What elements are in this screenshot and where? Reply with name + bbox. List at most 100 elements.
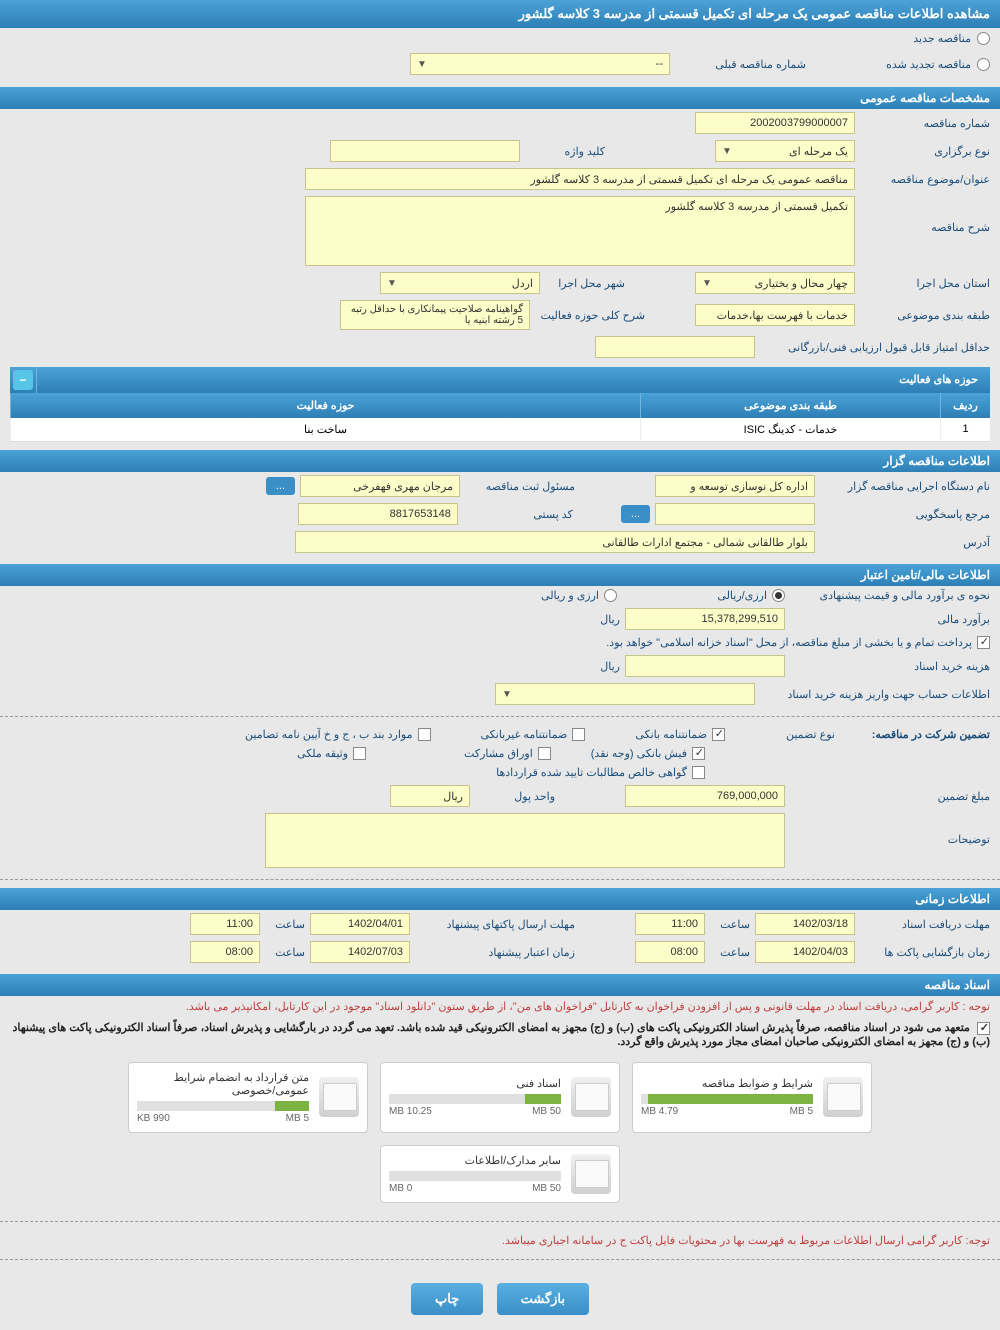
doc-item[interactable]: اسناد فنی 50 MB10.25 MB <box>380 1062 620 1133</box>
chevron-down-icon: ▼ <box>417 59 427 70</box>
account-label: اطلاعات حساب جهت واریز هزینه خرید اسناد <box>760 688 990 701</box>
note-3: توجه: کاربر گرامی ارسال اطلاعات مربوط به… <box>0 1230 1000 1251</box>
back-button[interactable]: بازگشت <box>497 1283 589 1315</box>
doc-cost-field[interactable] <box>625 655 785 677</box>
doc-size: 50 MB10.25 MB <box>389 1106 561 1117</box>
guarantee-amount-label: مبلغ تضمین <box>790 790 990 803</box>
address-label: آدرس <box>820 536 990 549</box>
province-dropdown[interactable]: چهار محال و بختیاری ▼ <box>695 272 855 294</box>
doc-title: اسناد فنی <box>389 1077 561 1090</box>
checkbox-opt1[interactable] <box>712 728 725 741</box>
print-button[interactable]: چاپ <box>411 1283 483 1315</box>
doc-item[interactable]: سایر مدارک/اطلاعات 50 MB0 MB <box>380 1145 620 1203</box>
progress-bar <box>389 1094 561 1104</box>
category-field: خدمات با فهرست بها،خدمات <box>695 304 855 326</box>
desc-label: شرح مناقصه <box>860 196 990 234</box>
category-label: طبقه بندی موضوعی <box>860 309 990 322</box>
open-time: 08:00 <box>635 941 705 963</box>
checkbox-commitment[interactable] <box>977 1022 990 1035</box>
ref-more-button[interactable]: ... <box>621 505 650 523</box>
chevron-down-icon: ▼ <box>702 278 712 289</box>
keyword-field[interactable] <box>330 140 520 162</box>
packet-deadline-date: 1402/04/01 <box>310 913 410 935</box>
holding-type-label: نوع برگزاری <box>860 145 990 158</box>
radio-new-tender[interactable] <box>977 32 990 45</box>
prev-number-dropdown[interactable]: -- ▼ <box>410 53 670 75</box>
tender-number-label: شماره مناقصه <box>860 117 990 130</box>
validity-date: 1402/07/03 <box>310 941 410 963</box>
note-2: متعهد می شود در اسناد مناقصه، صرفاً پذیر… <box>0 1017 1000 1052</box>
folder-icon <box>823 1077 863 1117</box>
city-dropdown[interactable]: اردل ▼ <box>380 272 540 294</box>
th-category: طبقه بندی موضوعی <box>640 393 940 418</box>
table-row: 1 خدمات - کدینگ ISIC ساخت بنا <box>10 418 990 442</box>
page-title: مشاهده اطلاعات مناقصه عمومی یک مرحله ای … <box>0 0 1000 28</box>
notes-field[interactable] <box>265 813 785 868</box>
activity-desc-label: شرح کلی حوزه فعالیت <box>535 309 645 322</box>
postal-label: کد پستی <box>463 508 573 521</box>
activity-desc-field: گواهینامه صلاحیت پیمانکاری با حداقل رتبه… <box>340 300 530 330</box>
checkbox-opt2[interactable] <box>572 728 585 741</box>
checkbox-opt4[interactable] <box>692 747 705 760</box>
estimate-label: برآورد مالی <box>790 613 990 626</box>
checkbox-payment-note[interactable] <box>977 636 990 649</box>
more-button[interactable]: ... <box>266 477 295 495</box>
doc-size: 5 MB4.79 MB <box>641 1106 813 1117</box>
min-score-label: حداقل امتیاز قابل قبول ارزیابی فنی/بازرگ… <box>760 341 990 354</box>
validity-label: زمان اعتبار پیشنهاد <box>415 946 575 959</box>
checkbox-opt7[interactable] <box>692 766 705 779</box>
note-1: توجه : کاربر گرامی، دریافت اسناد در مهلت… <box>0 996 1000 1017</box>
collapse-icon[interactable]: − <box>13 370 33 390</box>
chevron-down-icon: ▼ <box>722 146 732 157</box>
section-general: مشخصات مناقصه عمومی <box>0 87 1000 109</box>
checkbox-opt6[interactable] <box>353 747 366 760</box>
address-field: بلوار طالقانی شمالی - مجتمع ادارات طالقا… <box>295 531 815 553</box>
progress-bar <box>641 1094 813 1104</box>
guarantee-amount-field: 769,000,000 <box>625 785 785 807</box>
responsible-field: مرجان مهری فهفرخی <box>300 475 460 497</box>
section-organizer: اطلاعات مناقصه گزار <box>0 450 1000 472</box>
doc-deadline-label: مهلت دریافت اسناد <box>860 918 990 931</box>
holding-type-dropdown[interactable]: یک مرحله ای ▼ <box>715 140 855 162</box>
account-dropdown[interactable]: ▼ <box>495 683 755 705</box>
open-label: زمان بازگشایی پاکت ها <box>860 946 990 959</box>
payment-note: پرداخت تمام و یا بخشی از مبلغ مناقصه، از… <box>606 636 972 649</box>
min-score-field[interactable] <box>595 336 755 358</box>
folder-icon <box>571 1077 611 1117</box>
packet-deadline-time: 11:00 <box>190 913 260 935</box>
doc-cost-label: هزینه خرید اسناد <box>790 660 990 673</box>
currency-unit-field: ریال <box>390 785 470 807</box>
checkbox-opt3[interactable] <box>418 728 431 741</box>
radio-fx-rial[interactable] <box>772 589 785 602</box>
section-financial: اطلاعات مالی/تامین اعتبار <box>0 564 1000 586</box>
doc-size: 5 MB990 KB <box>137 1113 309 1124</box>
ref-label: مرجع پاسخگویی <box>820 508 990 521</box>
folder-icon <box>319 1077 359 1117</box>
chevron-down-icon: ▼ <box>387 278 397 289</box>
responsible-label: مسئول ثبت مناقصه <box>465 480 575 493</box>
guarantee-title: تضمین شرکت در مناقصه: <box>840 728 990 741</box>
org-field: اداره کل نوسازی توسعه و <box>655 475 815 497</box>
open-date: 1402/04/03 <box>755 941 855 963</box>
checkbox-opt5[interactable] <box>538 747 551 760</box>
doc-title: سایر مدارک/اطلاعات <box>389 1154 561 1167</box>
radio-fx-and-rial[interactable] <box>604 589 617 602</box>
keyword-label: کلید واژه <box>525 145 605 158</box>
doc-item[interactable]: شرایط و ضوابط مناقصه 5 MB4.79 MB <box>632 1062 872 1133</box>
radio-renewed-tender[interactable] <box>977 58 990 71</box>
desc-field: تکمیل قسمتی از مدرسه 3 کلاسه گلشور <box>305 196 855 266</box>
section-docs: اسناد مناقصه <box>0 974 1000 996</box>
city-label: شهر محل اجرا <box>545 277 625 290</box>
estimate-field: 15,378,299,510 <box>625 608 785 630</box>
activity-table-header: حوزه های فعالیت − <box>10 367 990 393</box>
chevron-down-icon: ▼ <box>502 689 512 700</box>
doc-title: متن قرارداد به انضمام شرایط عمومی/خصوصی <box>137 1071 309 1097</box>
notes-label: توضیحات <box>790 813 990 846</box>
packet-deadline-label: مهلت ارسال پاکتهای پیشنهاد <box>415 918 575 931</box>
method-label: نحوه ی برآورد مالی و قیمت پیشنهادی <box>790 589 990 602</box>
subject-label: عنوان/موضوع مناقصه <box>860 173 990 186</box>
postal-field: 8817653148 <box>298 503 458 525</box>
ref-field[interactable] <box>655 503 815 525</box>
org-label: نام دستگاه اجرایی مناقصه گزار <box>820 480 990 493</box>
doc-item[interactable]: متن قرارداد به انضمام شرایط عمومی/خصوصی … <box>128 1062 368 1133</box>
